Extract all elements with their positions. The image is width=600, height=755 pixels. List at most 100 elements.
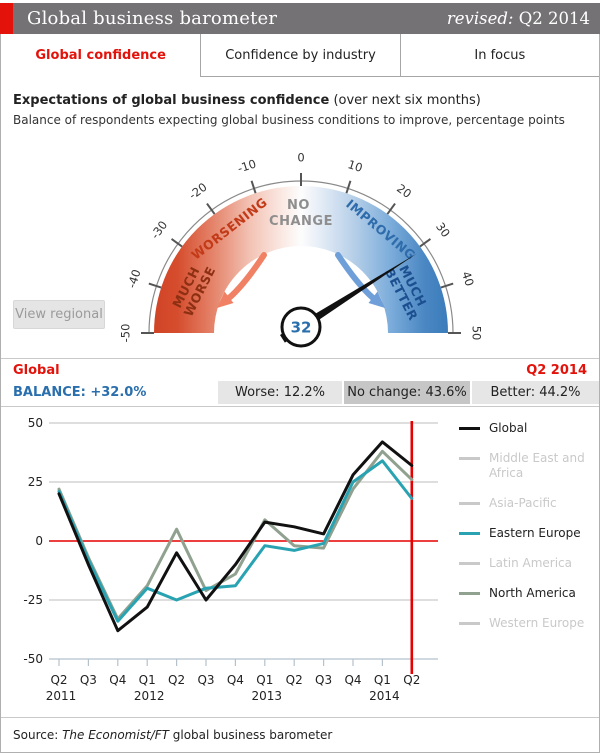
legend-swatch [459, 592, 480, 595]
legend-swatch [459, 622, 480, 625]
legend-item-asia-pacific[interactable]: Asia-Pacific [459, 496, 599, 511]
zone-no-change: NO CHANGE [269, 198, 333, 229]
gauge-tick-label: -20 [186, 180, 209, 202]
year-label: 2012 [134, 689, 165, 703]
source-name: The Economist/FT [62, 728, 169, 742]
tab-confidence-by-industry[interactable]: Confidence by industry [200, 34, 400, 77]
gauge-tick-label: 50 [470, 326, 484, 341]
x-axis-label: Q4 [109, 673, 126, 687]
y-axis-label: 50 [28, 416, 43, 430]
x-axis-label: Q2 [50, 673, 67, 687]
source-suffix: global business barometer [168, 728, 333, 742]
legend-label: North America [489, 586, 576, 600]
gauge-section: -50 -40 -30 -20 -10 0 10 20 30 40 50 MUCH WORSE WO… [1, 145, 599, 348]
legend-label: Global [489, 421, 528, 435]
chart-heading: Expectations of global business confiden… [13, 93, 587, 108]
needle-value: 32 [291, 319, 312, 337]
app-title: Global business barometer [27, 8, 278, 29]
source-prefix: Source: [13, 728, 63, 742]
header-bar: Global business barometer revised: Q2 20… [0, 3, 600, 34]
stats-period-label: Q2 2014 [526, 363, 587, 378]
balance-cell: BALANCE: +32.0% [1, 381, 216, 404]
source-footer: Source: The Economist/FT global business… [1, 717, 599, 752]
legend-item-latin-america[interactable]: Latin America [459, 556, 599, 571]
red-accent-block [0, 3, 13, 34]
gauge-tick-label: -50 [119, 324, 133, 343]
x-axis-label: Q4 [227, 673, 244, 687]
legend-swatch [459, 427, 480, 430]
no-change-value: 43.6% [425, 385, 467, 400]
gauge-tick-label: -10 [236, 157, 258, 176]
heading-bold: Expectations of global business confiden… [13, 93, 330, 108]
widget-body: Global confidence Confidence by industry… [0, 34, 600, 753]
x-axis-label: Q1 [374, 673, 391, 687]
better-cell: Better: 44.2% [472, 381, 599, 404]
chart-subtext: Balance of respondents expecting global … [13, 113, 565, 127]
balance-label: BALANCE: [13, 385, 86, 400]
balance-value: +32.0% [90, 385, 147, 400]
gauge-tick-label: 20 [394, 181, 414, 201]
year-label: 2011 [46, 689, 77, 703]
worse-cell: Worse: 12.2% [218, 381, 342, 404]
y-axis-label: -25 [23, 593, 43, 607]
x-axis-label: Q2 [403, 673, 420, 687]
x-axis-label: Q3 [315, 673, 332, 687]
y-gridlines: 50 25 0 -25 -50 [23, 416, 438, 666]
gauge-tick-label: -30 [148, 218, 170, 241]
legend-swatch [459, 502, 480, 505]
legend-item-north-america[interactable]: North America [459, 586, 599, 601]
better-value: 44.2% [539, 385, 581, 400]
legend-item-middle-east-and-africa[interactable]: Middle East and Africa [459, 451, 599, 481]
gauge-tick-label: -40 [125, 268, 144, 290]
x-axis-ticks [58, 659, 413, 666]
legend-swatch [459, 562, 480, 565]
legend-label: Western Europe [489, 616, 585, 630]
legend-swatch [459, 532, 480, 535]
x-axis-label: Q3 [197, 673, 214, 687]
legend-label: Eastern Europe [489, 526, 581, 540]
better-label: Better: [490, 385, 536, 400]
series-line-eastern-europe [57, 459, 414, 623]
revised-label: revised: [446, 9, 514, 28]
gauge-tick-label: 10 [346, 157, 364, 175]
tab-in-focus[interactable]: In focus [399, 34, 599, 77]
worsening-arrow [217, 252, 267, 308]
year-label: 2014 [369, 689, 400, 703]
legend-item-global[interactable]: Global [459, 421, 599, 436]
gauge-tick-label: 30 [433, 220, 453, 240]
no-change-label: No change: [347, 385, 422, 400]
tab-global-confidence[interactable]: Global confidence [1, 34, 201, 77]
x-axis-label: Q1 [139, 673, 156, 687]
x-axis-label: Q1 [256, 673, 273, 687]
x-axis-labels: Q2 Q3 Q4 Q1 Q2 Q3 Q4 Q1 Q2 Q3 Q4 Q1 Q2 2011 2012 2013 20… [46, 673, 421, 703]
worse-label: Worse: [235, 385, 280, 400]
x-axis-label: Q4 [344, 673, 361, 687]
x-axis-label: Q2 [286, 673, 303, 687]
improving-arrow [335, 252, 385, 308]
heading-normal: (over next six months) [329, 93, 481, 108]
x-axis-label: Q3 [80, 673, 97, 687]
global-business-barometer-widget: Global business barometer revised: Q2 20… [0, 3, 600, 753]
chart-section: 50 25 0 -25 -50 Q2 Q3 Q4 Q1 Q2 Q3 Q4 Q1 Q2 Q3 Q4 Q1 Q2 201… [1, 407, 599, 717]
tab-bar: Global confidence Confidence by industry… [1, 34, 599, 77]
gauge-tick-labels: -50 -40 -30 -20 -10 0 10 20 30 40 50 [119, 151, 484, 343]
worse-value: 12.2% [283, 385, 325, 400]
legend-label: Latin America [489, 556, 572, 570]
y-axis-label: -50 [23, 652, 43, 666]
stats-region-label: Global [13, 363, 60, 378]
needle-pivot [280, 306, 322, 348]
legend-label: Asia-Pacific [489, 496, 557, 510]
y-axis-label: 25 [28, 475, 43, 489]
no-change-cell: No change: 43.6% [344, 381, 470, 404]
series-lines [57, 440, 414, 633]
gauge-tick-label: 40 [459, 270, 477, 288]
chart-legend: Global Middle East and Africa Asia-Pacific… [459, 421, 599, 631]
balance-row: BALANCE: +32.0% Worse: 12.2% No change: … [1, 381, 599, 407]
x-axis-label: Q2 [168, 673, 185, 687]
view-regional-button[interactable]: View regional [13, 300, 105, 329]
legend-item-eastern-europe[interactable]: Eastern Europe [459, 526, 599, 541]
legend-swatch [459, 457, 480, 460]
legend-item-western-europe[interactable]: Western Europe [459, 616, 599, 631]
